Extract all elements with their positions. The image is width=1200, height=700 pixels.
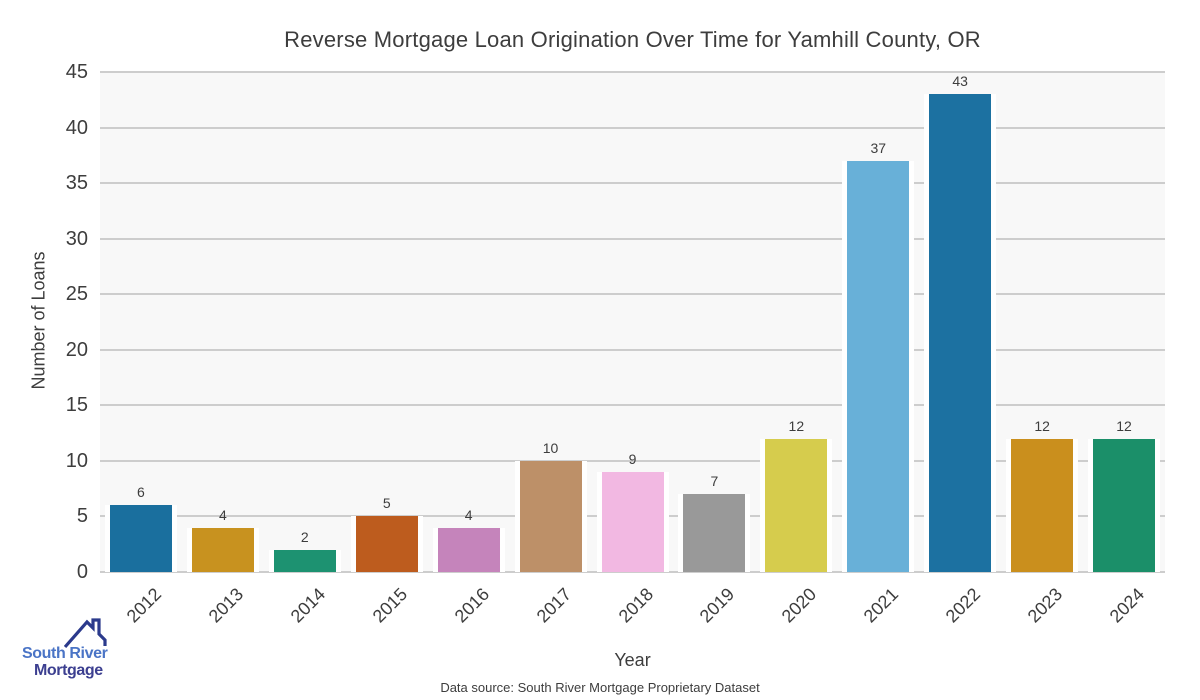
bar-value-label-2013: 4 <box>218 506 227 523</box>
bar-2019 <box>678 494 751 572</box>
y-tick-label-40: 40 <box>65 116 88 139</box>
plot-area: 6 4 2 5 4 10 9 7 12 37 43 12 12 <box>100 71 1165 573</box>
logo-text-mortgage: Mortgage <box>34 662 103 679</box>
roof-outline <box>64 618 107 649</box>
bar-value-label-2023: 12 <box>1034 417 1050 434</box>
bar-2020 <box>760 438 833 572</box>
bar-value-label-2019: 7 <box>710 473 719 490</box>
gridline-30 <box>100 237 1165 240</box>
bar-2024 <box>1088 438 1161 572</box>
gridline-20 <box>100 348 1165 351</box>
y-tick-label-5: 5 <box>76 505 88 528</box>
bar-2018 <box>596 472 669 572</box>
bar-value-label-2012: 6 <box>137 484 145 501</box>
gridline-40 <box>100 126 1165 129</box>
data-source-note: Data source: South River Mortgage Propri… <box>440 680 760 695</box>
gridline-0 <box>100 571 1165 573</box>
bar-2021 <box>842 160 915 572</box>
gridline-10 <box>100 459 1165 462</box>
y-tick-label-0: 0 <box>76 561 88 583</box>
gridline-15 <box>100 404 1165 407</box>
south-river-mortgage-logo: South River Mortgage <box>18 614 148 694</box>
bar-value-label-2022: 43 <box>952 73 968 90</box>
bar-value-label-2021: 37 <box>870 139 887 156</box>
y-tick-label-45: 45 <box>65 61 88 83</box>
bar-value-label-2015: 5 <box>382 495 391 512</box>
bar-value-label-2018: 9 <box>628 451 637 467</box>
bar-2013 <box>186 527 259 572</box>
gridline-35 <box>100 182 1165 185</box>
gridline-25 <box>100 293 1165 296</box>
gridline-45 <box>100 71 1165 73</box>
y-tick-label-25: 25 <box>65 283 88 306</box>
y-tick-label-30: 30 <box>65 227 88 250</box>
y-tick-label-10: 10 <box>65 449 88 472</box>
chart-title: Reverse Mortgage Loan Origination Over T… <box>284 27 981 52</box>
bar-2014 <box>268 549 341 572</box>
y-tick-label-35: 35 <box>65 172 88 195</box>
x-axis-label: Year <box>614 650 651 670</box>
bar-value-label-2014: 2 <box>300 528 309 545</box>
house-roof-icon <box>64 618 107 649</box>
y-tick-label-15: 15 <box>65 394 88 417</box>
bar-value-label-2020: 12 <box>788 417 805 434</box>
bar-value-label-2016: 4 <box>464 506 473 523</box>
bar-2017 <box>514 460 587 572</box>
logo-text-south-river: South River <box>22 645 108 662</box>
bar-2016 <box>432 527 505 572</box>
bar-2022 <box>924 94 997 572</box>
y-tick-label-20: 20 <box>65 338 88 361</box>
bar-2012 <box>104 505 177 572</box>
bar-value-label-2024: 12 <box>1116 417 1132 434</box>
bar-2023 <box>1006 438 1079 572</box>
bar-2015 <box>350 516 423 572</box>
bar-value-label-2017: 10 <box>542 439 559 456</box>
